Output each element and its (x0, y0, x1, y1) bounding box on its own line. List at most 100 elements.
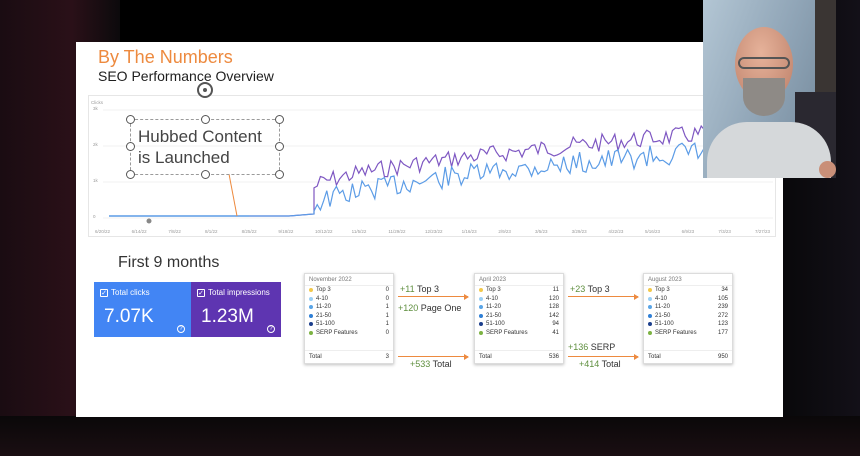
resize-handle-br[interactable] (275, 170, 284, 179)
table-total: 3 (385, 354, 389, 360)
series-dot (648, 330, 652, 335)
y-tick-label: 3k (93, 106, 99, 111)
row-value: 177 (717, 329, 728, 336)
table-header: August 2023 (644, 274, 732, 286)
background-bottom (0, 416, 860, 456)
row-label: 51-100 (655, 321, 674, 328)
table-header: November 2022 (305, 274, 393, 286)
slide-title: By The Numbers (98, 47, 233, 67)
row-label: Top 3 (316, 287, 331, 294)
row-value: 0 (385, 329, 389, 336)
total-impressions-card[interactable]: ✓ Total impressions 1.23M ? (191, 282, 281, 337)
row-label: 51-100 (486, 321, 505, 328)
series-dot (479, 322, 483, 327)
table-row: 4-10 0 (305, 295, 393, 304)
delta-arrow (568, 293, 639, 300)
x-tick-label: 3/5/23 (535, 229, 548, 234)
row-label: 11-20 (316, 304, 331, 311)
table-row: SERP Features 0 (305, 329, 393, 338)
rotate-handle[interactable] (197, 82, 213, 98)
row-label: SERP Features (316, 329, 358, 336)
row-value: 0 (385, 295, 389, 302)
series-dot (309, 313, 313, 318)
resize-handle-mr[interactable] (275, 142, 284, 151)
delta-serp-b: +136 SERP (568, 342, 616, 352)
row-value: 142 (548, 312, 559, 319)
series-dot (309, 288, 313, 293)
checkbox-icon: ✓ (100, 288, 108, 297)
table-row: Top 3 34 (644, 286, 732, 295)
help-icon: ? (177, 325, 185, 333)
annotation-text: Hubbed Content is Launched (138, 127, 262, 167)
x-tick-label: 7/3/23 (718, 229, 731, 234)
resize-handle-tr[interactable] (275, 115, 284, 124)
table-row: 11-20 239 (644, 303, 732, 312)
resize-handle-ml[interactable] (126, 142, 135, 151)
table-total: 950 (717, 354, 728, 360)
series-dot (479, 305, 483, 310)
ranking-table-aug-2023: August 2023 Top 3 34 4-10 105 11-20 239 … (643, 273, 733, 364)
series-dot (479, 288, 483, 293)
y-axis-title: Clicks (91, 100, 104, 105)
series-dot (648, 305, 652, 310)
table-row: 51-100 123 (644, 320, 732, 329)
x-tick-label: 3/29/23 (572, 229, 588, 234)
table-total-row: Total 950 (644, 350, 732, 363)
row-label: Top 3 (655, 287, 670, 294)
resize-handle-tc[interactable] (201, 115, 210, 124)
annotation-marker (146, 218, 152, 224)
row-label: SERP Features (486, 329, 528, 336)
resize-handle-tl[interactable] (126, 115, 135, 124)
row-value: 239 (717, 304, 728, 311)
table-row: Top 3 0 (305, 286, 393, 295)
row-value: 1 (385, 304, 389, 311)
table-row: 11-20 128 (475, 303, 563, 312)
ranking-table-apr-2023: April 2023 Top 3 11 4-10 120 11-20 128 2… (474, 273, 564, 364)
x-tick-label: 6/9/23 (682, 229, 695, 234)
table-row: 21-50 272 (644, 312, 732, 321)
x-tick-label: 4/22/23 (608, 229, 624, 234)
table-row: 4-10 120 (475, 295, 563, 304)
row-label: Top 3 (486, 287, 501, 294)
checkbox-icon: ✓ (197, 288, 205, 297)
period-label: First 9 months (118, 254, 220, 271)
y-tick-label: 1k (93, 178, 99, 183)
resize-handle-bl[interactable] (126, 170, 135, 179)
table-row: Top 3 11 (475, 286, 563, 295)
table-row: 11-20 1 (305, 303, 393, 312)
row-value: 123 (717, 321, 728, 328)
series-dot (648, 296, 652, 301)
resize-handle-bc[interactable] (201, 170, 210, 179)
row-label: 21-50 (316, 312, 332, 319)
x-tick-label: 5/16/23 (645, 229, 661, 234)
table-total: 536 (548, 354, 559, 360)
x-tick-label: 2/9/23 (498, 229, 511, 234)
row-value: 120 (548, 295, 559, 302)
row-label: 21-50 (655, 312, 671, 319)
row-label: 11-20 (655, 304, 670, 311)
row-value: 94 (552, 321, 559, 328)
total-clicks-card[interactable]: ✓ Total clicks 7.07K ? (94, 282, 191, 337)
table-row: 4-10 105 (644, 295, 732, 304)
row-value: 105 (717, 295, 728, 302)
series-dot (479, 296, 483, 301)
series-dot (309, 305, 313, 310)
row-value: 1 (385, 312, 389, 319)
ranking-table-nov-2022: November 2022 Top 3 0 4-10 0 11-20 1 21-… (304, 273, 394, 364)
row-value: 11 (552, 287, 559, 294)
annotation-arrow (228, 173, 238, 217)
row-label: SERP Features (655, 329, 697, 336)
delta-total-a: +533 Total (410, 359, 452, 369)
series-dot (648, 288, 652, 293)
row-value: 272 (717, 312, 728, 319)
y-tick-label: 2k (93, 142, 99, 147)
series-dot (648, 322, 652, 327)
x-tick-label: 12/23/22 (425, 229, 443, 234)
row-value: 41 (552, 329, 559, 336)
card-value: 7.07K (104, 306, 154, 327)
x-tick-label: 8/1/22 (205, 229, 218, 234)
table-row: 51-100 94 (475, 320, 563, 329)
webcam-overlay (703, 0, 836, 178)
series-dot (309, 296, 313, 301)
table-header: April 2023 (475, 274, 563, 286)
